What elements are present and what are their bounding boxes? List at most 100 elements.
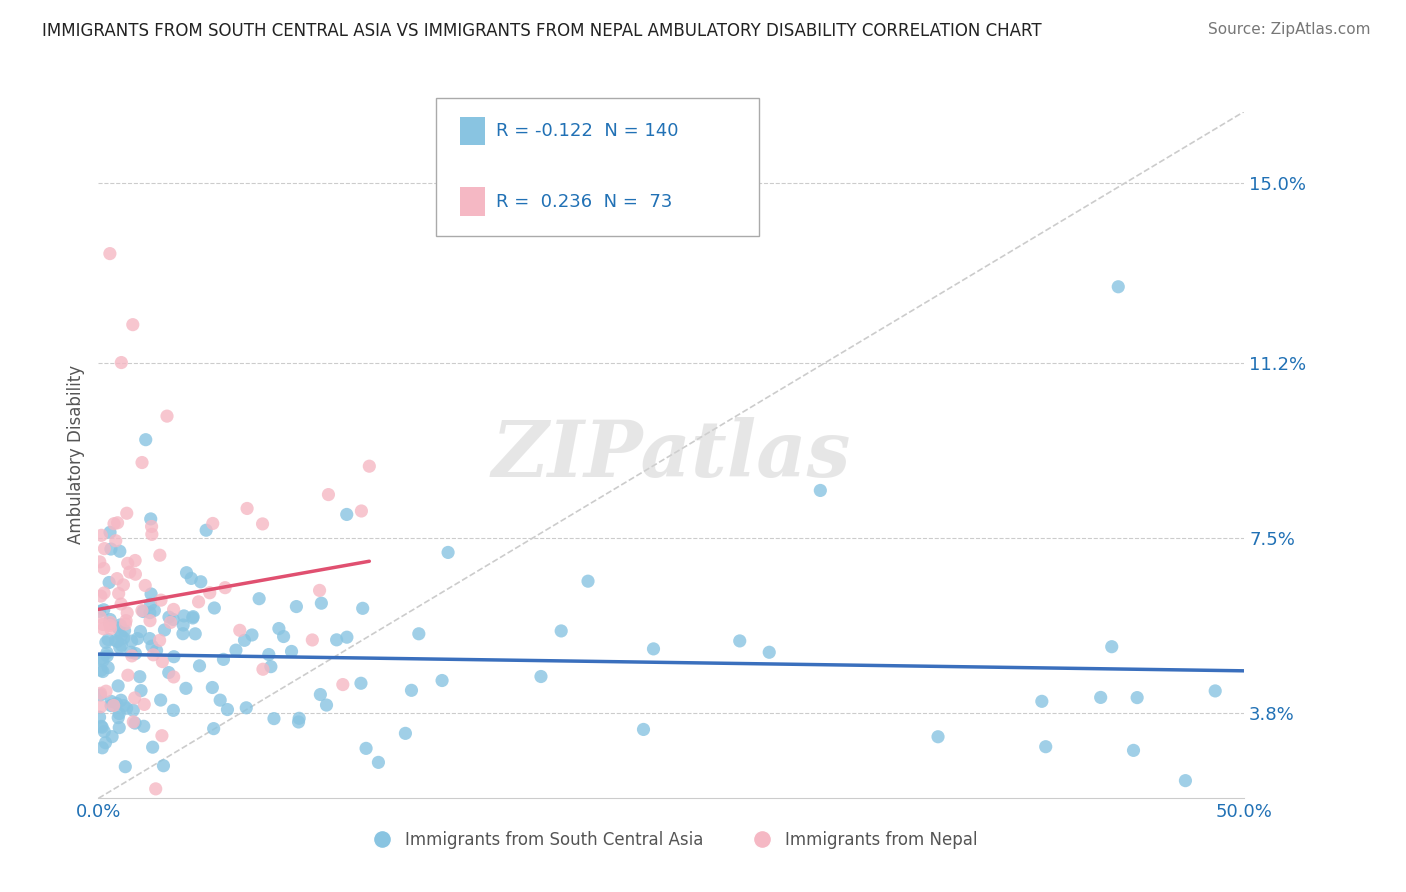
Point [367, 756, 389, 770]
Point [141, 527, 163, 541]
Point [89, 688, 111, 702]
Point [354, 741, 377, 756]
Point [408, 627, 430, 641]
Point [263, 712, 285, 726]
Point [93, 603, 115, 617]
Point [107, 711, 129, 725]
Point [247, 591, 270, 606]
Point [110, 597, 132, 611]
Point [576, 574, 599, 589]
Point [90, 663, 112, 677]
Point [149, 548, 172, 562]
Point [172, 618, 194, 632]
Point [124, 647, 146, 661]
Point [105, 697, 128, 711]
Text: R =  0.236  N =  73: R = 0.236 N = 73 [496, 193, 672, 211]
Point [142, 648, 165, 662]
Point [162, 613, 184, 627]
Point [114, 760, 136, 774]
Point [114, 624, 136, 638]
Point [229, 624, 252, 638]
Point [131, 456, 153, 470]
Point [107, 586, 129, 600]
Point [98, 615, 121, 630]
Point [1031, 694, 1053, 708]
Point [101, 730, 124, 744]
Point [325, 632, 347, 647]
Point [108, 544, 131, 558]
Point [141, 519, 163, 533]
Legend: Immigrants from South Central Asia, Immigrants from Nepal: Immigrants from South Central Asia, Immi… [359, 824, 984, 855]
Point [115, 614, 138, 628]
Point [156, 409, 179, 424]
Point [94, 635, 117, 649]
Point [107, 516, 129, 530]
Point [110, 618, 132, 632]
Point [129, 624, 152, 639]
Point [104, 533, 127, 548]
Point [173, 608, 195, 623]
Point [309, 688, 332, 702]
Point [311, 596, 333, 610]
Point [184, 627, 207, 641]
Point [112, 631, 135, 645]
Point [198, 586, 221, 600]
Point [808, 483, 831, 498]
Point [100, 694, 122, 708]
Point [90, 719, 112, 733]
Point [1126, 690, 1149, 705]
Point [115, 606, 138, 620]
Point [149, 693, 172, 707]
Point [157, 665, 180, 680]
Point [318, 487, 340, 501]
Point [89, 815, 111, 830]
Point [1046, 814, 1069, 828]
Point [132, 605, 155, 619]
Point [112, 698, 135, 713]
Point [336, 630, 359, 644]
Point [139, 614, 162, 628]
Point [93, 586, 115, 600]
Point [127, 806, 149, 821]
Point [437, 545, 460, 559]
Point [110, 693, 132, 707]
Point [162, 602, 184, 616]
Point [1101, 640, 1123, 654]
Point [118, 565, 141, 579]
Point [350, 676, 373, 690]
Point [214, 581, 236, 595]
Point [138, 632, 160, 646]
Point [252, 516, 274, 531]
Point [225, 643, 247, 657]
Point [124, 553, 146, 567]
Point [108, 706, 131, 721]
Point [209, 693, 232, 707]
Point [150, 593, 173, 607]
Point [1090, 690, 1112, 705]
Point [97, 632, 120, 647]
Y-axis label: Ambulatory Disability: Ambulatory Disability [66, 366, 84, 544]
Point [315, 698, 337, 712]
Point [530, 669, 553, 683]
Point [134, 578, 156, 592]
Point [93, 541, 115, 556]
Point [350, 504, 373, 518]
Point [114, 616, 136, 631]
Point [94, 684, 117, 698]
Point [150, 729, 173, 743]
Point [273, 630, 295, 644]
Point [91, 665, 114, 679]
Point [124, 567, 146, 582]
Point [190, 574, 212, 589]
Point [260, 659, 283, 673]
Point [145, 781, 167, 796]
Point [90, 651, 112, 665]
Point [143, 603, 166, 617]
Point [240, 628, 263, 642]
Point [141, 639, 163, 653]
Point [181, 611, 204, 625]
Text: Source: ZipAtlas.com: Source: ZipAtlas.com [1208, 22, 1371, 37]
Point [1122, 743, 1144, 757]
Point [89, 604, 111, 618]
Point [332, 677, 354, 691]
